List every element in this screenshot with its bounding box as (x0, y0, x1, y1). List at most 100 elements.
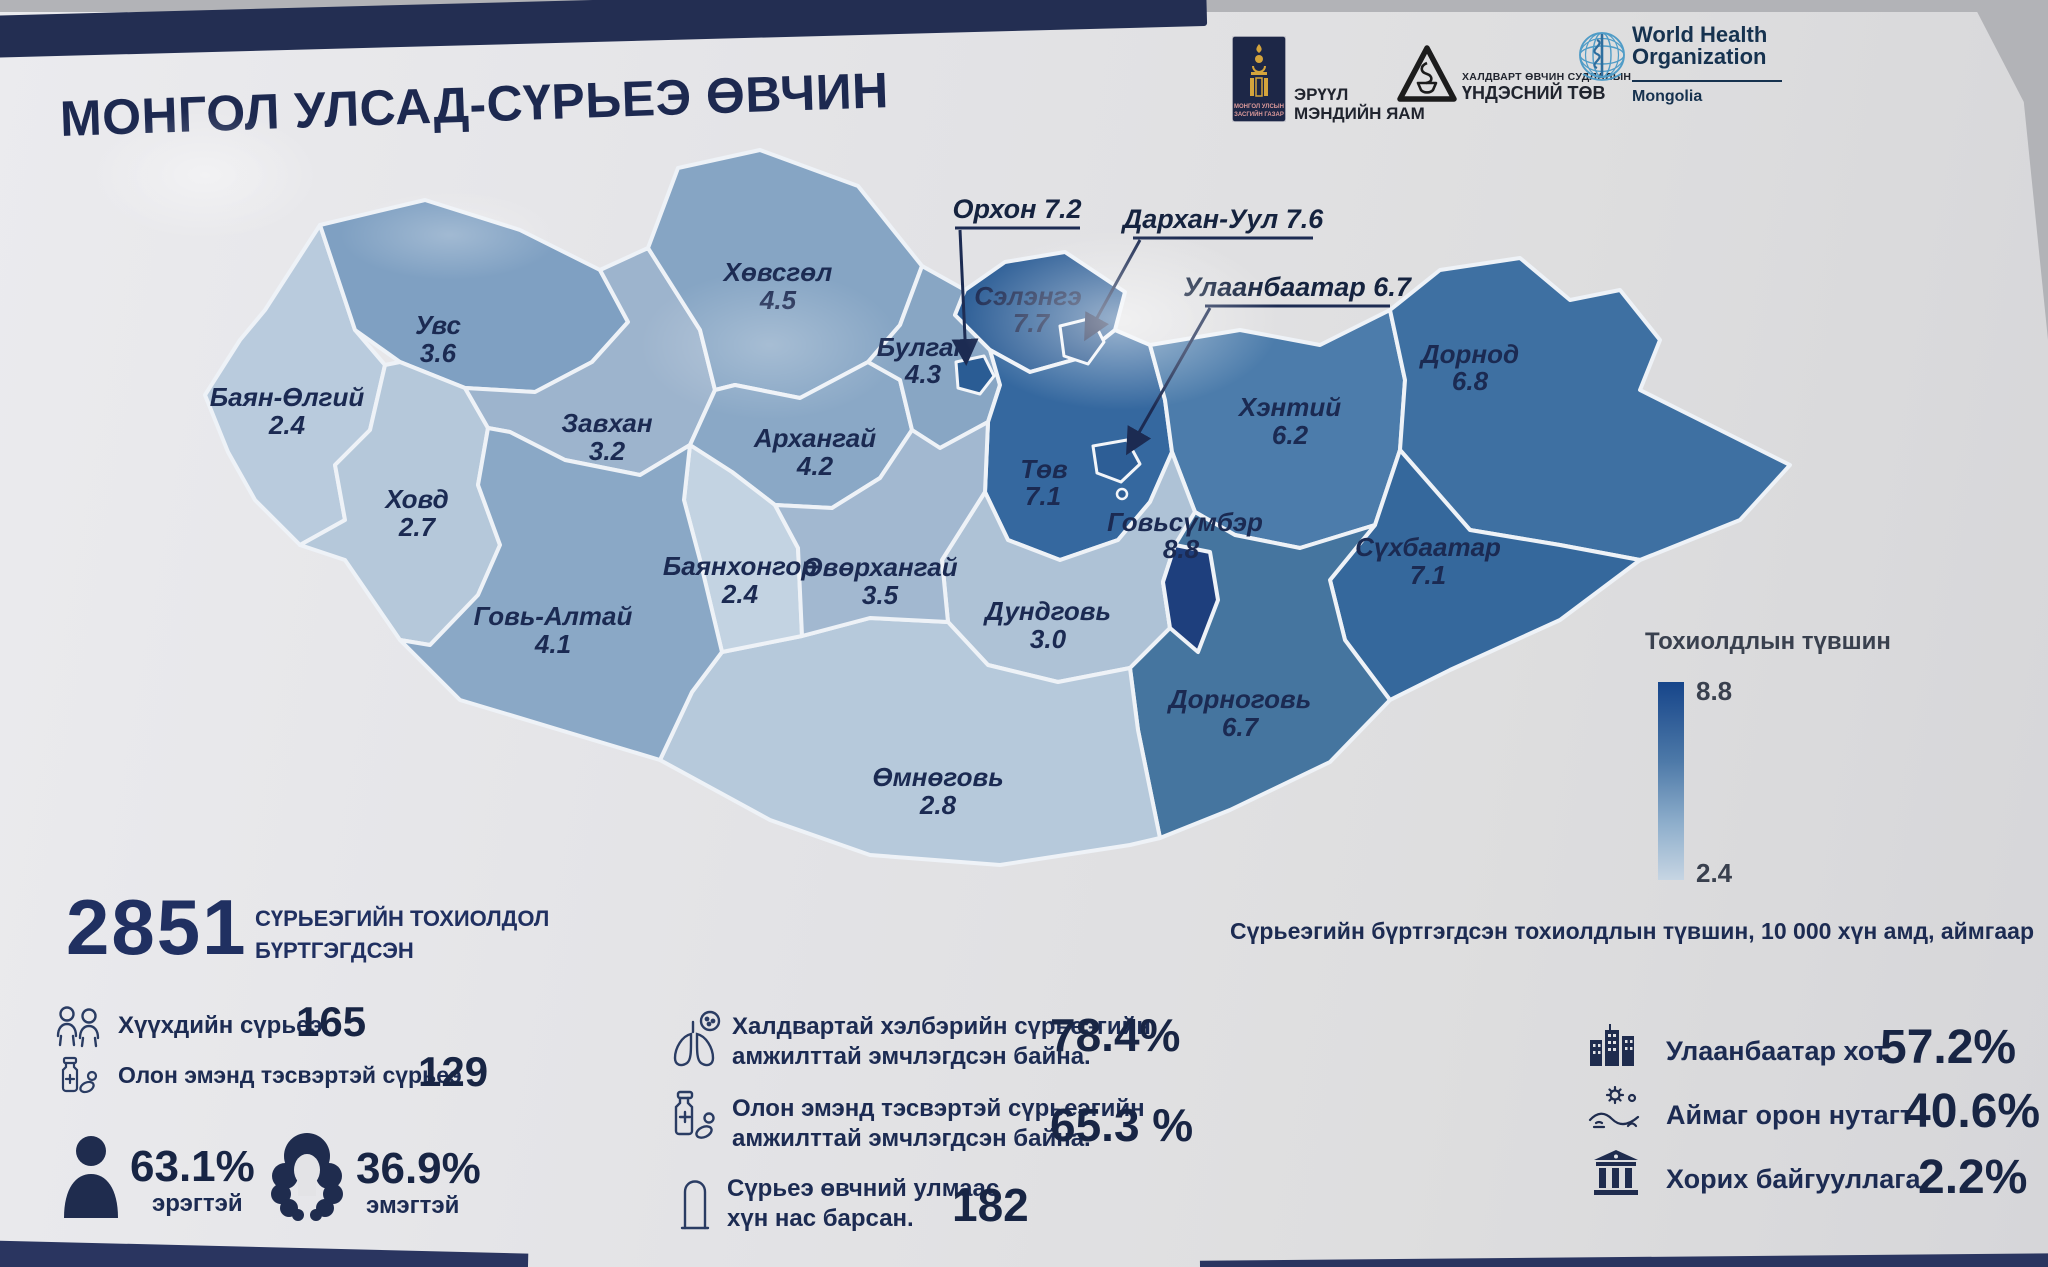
child-tb-label: Хүүхдийн сүрьеэ (118, 1012, 323, 1039)
who-label: World Health Organization (1632, 22, 1768, 70)
region-label-dundgovi: Дундговь 3.0 (983, 596, 1111, 654)
mdr-medicine-icon (666, 1088, 718, 1148)
mdr-treatment-value: 65.3 % (1050, 1099, 1194, 1151)
svg-text:ЗАСГИЙН ГАЗАР: ЗАСГИЙН ГАЗАР (1234, 110, 1284, 118)
memorial-candle-icon (678, 1170, 712, 1234)
infectious-tb-text: Халдвартай хэлбэрийн сүрьеэгийн амжилтта… (732, 1013, 1151, 1070)
svg-text:3.6: 3.6 (420, 338, 457, 368)
legend-title: Тохиолдлын түвшин (1645, 628, 1891, 655)
infectious-tb-value: 78.4% (1050, 1009, 1181, 1061)
who-divider (1632, 80, 1782, 82)
svg-text:МОНГОЛ УЛСЫН: МОНГОЛ УЛСЫН (1234, 104, 1284, 110)
map-caption: Сүрьеэгийн бүртгэгдсэн тохиолдлын түвшин… (1230, 918, 2035, 944)
svg-text:6.2: 6.2 (1272, 420, 1309, 450)
svg-text:Өмнөговь: Өмнөговь (872, 762, 1003, 792)
region-label-uvurkhangai: Өвөрхангай 3.5 (802, 552, 957, 610)
svg-text:Дархан-Уул 7.6: Дархан-Уул 7.6 (1121, 204, 1324, 234)
lungs-icon (668, 1008, 726, 1070)
svg-text:8.8: 8.8 (1163, 534, 1200, 564)
svg-text:Дундговь: Дундговь (983, 596, 1111, 626)
countryside-icon (1588, 1086, 1640, 1130)
svg-text:Архангай: Архангай (753, 423, 876, 453)
total-cases-label-line2: БҮРТГЭГДСЭН (255, 938, 414, 963)
svg-text:4.2: 4.2 (796, 451, 834, 481)
svg-text:Ховд: Ховд (383, 484, 448, 514)
region-label-tuv: Төв 7.1 (1020, 454, 1068, 511)
region-label-dornogovi: Дорноговь 6.7 (1167, 684, 1311, 742)
region-label-arkhangai: Архангай 4.2 (753, 423, 876, 481)
svg-text:3.5: 3.5 (862, 580, 899, 610)
aimag-rural-value: 40.6% (1904, 1085, 2041, 1138)
who-region-label: Mongolia (1632, 88, 1703, 105)
legend-gradient-bar (1658, 682, 1684, 880)
nccd-label: ХАЛДВАРТ ӨВЧИН СУДЛАЛЫН ҮНДЭСНИЙ ТӨВ (1462, 71, 1632, 103)
ub-city-value: 57.2% (1880, 1021, 2017, 1074)
svg-text:Дорноговь: Дорноговь (1167, 684, 1311, 714)
region-label-bayankhongor: Баянхонгор 2.4 (663, 551, 817, 609)
ub-city-label: Улаанбаатар хот (1666, 1036, 1887, 1066)
region-label-khovd: Ховд 2.7 (383, 484, 448, 542)
region-label-govisumber: Говьсүмбэр 8.8 (1107, 507, 1263, 564)
region-label-uvs: Увс 3.6 (415, 310, 461, 368)
prison-value: 2.2% (1918, 1151, 2028, 1204)
region-label-bayan-ulgii: Баян-Өлгий 2.4 (210, 382, 365, 440)
mdr-tb-label: Олон эмэнд тэсвэртэй сүрьеэ (118, 1062, 462, 1088)
region-label-sukhbaatar: Сүхбаатар 7.1 (1355, 532, 1501, 590)
mdr-tb-value: 129 (418, 1048, 489, 1095)
male-icon (58, 1134, 124, 1220)
callout-darkhan-uul: Дархан-Уул 7.6 (1084, 204, 1324, 342)
svg-text:Дорнод: Дорнод (1419, 339, 1519, 369)
svg-text:4.1: 4.1 (534, 629, 571, 659)
tb-deaths-value: 182 (952, 1179, 1029, 1231)
svg-text:Хэнтий: Хэнтий (1237, 392, 1341, 422)
male-label: эрэгтэй (152, 1190, 243, 1217)
region-label-dornod: Дорнод 6.8 (1419, 339, 1519, 396)
region-govisumber (1161, 543, 1220, 654)
svg-text:4.5: 4.5 (759, 285, 797, 315)
svg-text:Баянхонгор: Баянхонгор (663, 551, 817, 581)
svg-text:Булган: Булган (877, 332, 970, 362)
svg-text:Төв: Төв (1020, 454, 1068, 484)
region-label-gobi-altai: Говь-Алтай 4.1 (474, 601, 633, 659)
city-buildings-icon (1588, 1022, 1636, 1068)
aimag-rural-label: Аймаг орон нутагт (1666, 1100, 1914, 1130)
svg-text:7.7: 7.7 (1013, 308, 1051, 338)
child-tb-value: 165 (296, 998, 367, 1045)
svg-text:2.4: 2.4 (721, 579, 759, 609)
region-label-khuvsgul: Хөвсгөл 4.5 (722, 257, 833, 315)
total-cases-number: 2851 (66, 883, 248, 971)
svg-text:2.7: 2.7 (398, 512, 437, 542)
female-label: эмэгтэй (366, 1192, 460, 1219)
svg-text:3.2: 3.2 (589, 436, 626, 466)
children-icon (52, 1004, 104, 1048)
svg-text:2.8: 2.8 (919, 790, 957, 820)
ministry-of-health-label: ЭРҮҮЛ МЭНДИЙН ЯАМ (1294, 85, 1425, 123)
tb-deaths-text: Сүрьеэ өвчний улмаас хүн нас барсан. (727, 1175, 1000, 1232)
svg-text:Баян-Өлгий: Баян-Өлгий (210, 382, 365, 412)
medicine-bottle-icon (54, 1054, 100, 1100)
svg-text:Улаанбаатар 6.7: Улаанбаатар 6.7 (1183, 272, 1413, 302)
svg-text:Хөвсгөл: Хөвсгөл (722, 257, 833, 287)
svg-text:7.1: 7.1 (1410, 560, 1446, 590)
svg-text:6.7: 6.7 (1222, 712, 1260, 742)
svg-text:Сүхбаатар: Сүхбаатар (1355, 532, 1501, 562)
svg-text:6.8: 6.8 (1452, 366, 1489, 396)
region-label-zavkhan: Завхан 3.2 (561, 408, 652, 466)
prison-label: Хорих байгууллага (1666, 1164, 1921, 1194)
male-percentage: 63.1% (130, 1142, 255, 1191)
svg-text:Завхан: Завхан (561, 408, 652, 438)
prison-building-icon (1590, 1148, 1642, 1198)
svg-text:3.0: 3.0 (1030, 624, 1067, 654)
small-enclave-dot (1115, 487, 1129, 501)
total-cases-label-line1: СҮРЬЕЭГИЙН ТОХИОЛДОЛ (255, 906, 550, 931)
svg-text:Говьсүмбэр: Говьсүмбэр (1107, 507, 1263, 537)
female-icon (268, 1130, 346, 1222)
svg-text:Увс: Увс (415, 310, 461, 340)
svg-text:Сэлэнгэ: Сэлэнгэ (974, 281, 1082, 311)
svg-text:Говь-Алтай: Говь-Алтай (474, 601, 633, 631)
legend-max-value: 8.8 (1696, 676, 1733, 706)
legend-min-value: 2.4 (1696, 858, 1733, 888)
svg-text:4.3: 4.3 (904, 359, 942, 389)
